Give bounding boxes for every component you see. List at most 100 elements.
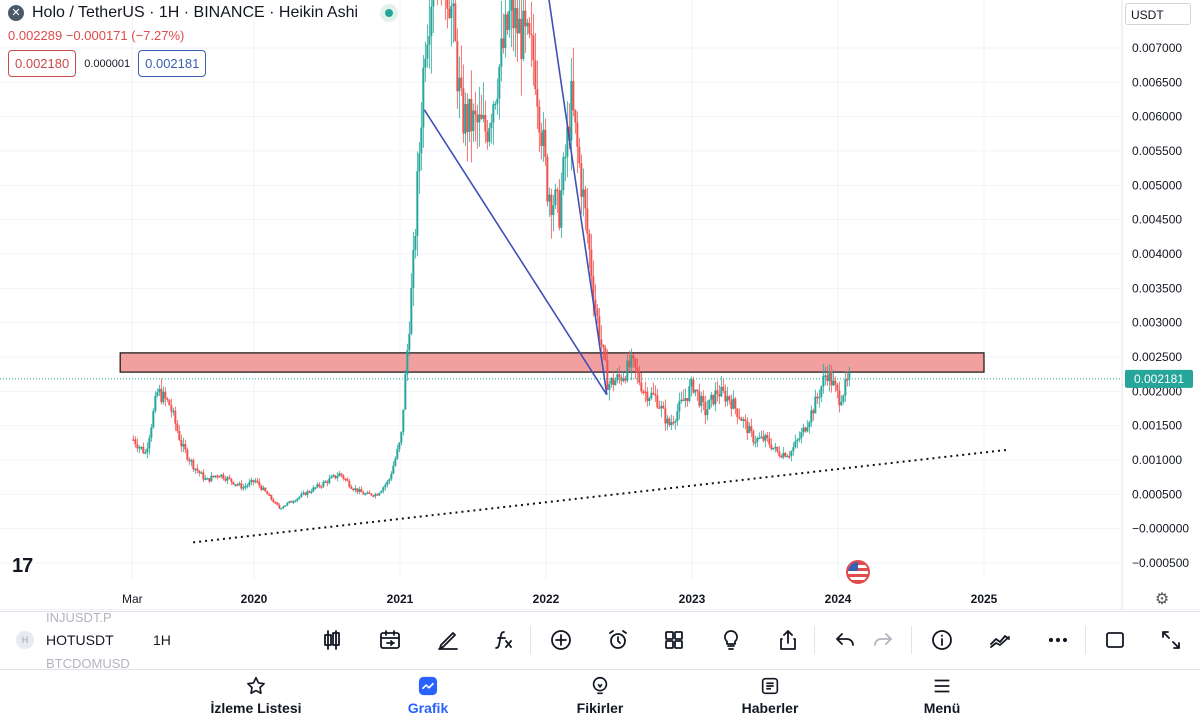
chart-area[interactable]: 0.007000 0.006500 0.006000 0.005500 0.005000… — [0, 0, 1200, 610]
candle — [276, 502, 279, 505]
candle — [298, 496, 301, 499]
currency-select[interactable]: USDT — [1125, 3, 1191, 25]
candle — [802, 427, 805, 433]
nav-watchlist[interactable]: İzleme Listesi — [196, 669, 316, 720]
candle — [468, 98, 471, 133]
candle — [548, 194, 551, 202]
more-button[interactable] — [1044, 626, 1072, 654]
compare-button[interactable] — [986, 626, 1014, 654]
candle — [566, 126, 569, 157]
drawing-tools-button[interactable] — [434, 626, 462, 654]
candle — [154, 395, 157, 411]
candle — [698, 391, 701, 406]
ideas-tool-button[interactable] — [717, 626, 745, 654]
undo-button[interactable] — [831, 626, 859, 654]
candle — [268, 494, 271, 496]
candle — [258, 481, 261, 486]
candle — [300, 494, 303, 497]
candle — [410, 287, 413, 334]
y-tick-label: 0.004000 — [1132, 247, 1182, 261]
candle — [136, 444, 139, 449]
alert-button[interactable] — [604, 626, 632, 654]
indicators-button[interactable] — [490, 626, 518, 654]
candle — [228, 477, 231, 479]
candle — [526, 22, 529, 27]
candle — [462, 88, 465, 134]
candle — [772, 447, 775, 450]
candle — [534, 60, 537, 90]
candle — [452, 3, 455, 7]
resistance-zone — [119, 352, 985, 373]
candle — [424, 58, 427, 68]
prev-symbol[interactable]: INJUSDT.P — [46, 610, 112, 625]
redo-button[interactable] — [869, 626, 897, 654]
candle — [730, 400, 733, 409]
next-symbol[interactable]: BTCDOMUSD — [46, 656, 130, 671]
candle — [450, 6, 453, 18]
nav-chart[interactable]: Grafik — [368, 669, 488, 720]
candle — [596, 308, 599, 317]
share-button[interactable] — [774, 626, 802, 654]
symbol-title[interactable]: Holo / TetherUS · 1H · BINANCE · Heikin … — [32, 4, 359, 21]
candle-type-button[interactable] — [318, 626, 346, 654]
candle — [342, 475, 345, 479]
candle — [262, 487, 265, 490]
us-flag-icon[interactable] — [846, 560, 870, 584]
fullscreen-button[interactable] — [1157, 626, 1185, 654]
sell-button[interactable]: 0.002180 — [8, 50, 77, 77]
info-button[interactable] — [928, 626, 956, 654]
holo-logo-icon: ✕ — [8, 5, 24, 21]
candle — [622, 378, 625, 381]
price-chart[interactable]: 0.007000 0.006500 0.006000 0.005500 0.005000… — [0, 0, 1200, 610]
candle — [476, 114, 479, 123]
replay-button[interactable] — [376, 626, 404, 654]
last-price-label: 0.002181 — [1134, 372, 1184, 386]
candle — [192, 460, 195, 470]
gear-icon[interactable]: ⚙ — [1154, 591, 1170, 608]
candle — [418, 153, 421, 172]
candle — [316, 484, 319, 488]
y-tick-label: 0.002500 — [1132, 350, 1182, 364]
nav-news[interactable]: Haberler — [710, 669, 830, 720]
layout-button[interactable] — [660, 626, 688, 654]
candle — [174, 410, 177, 424]
candle — [676, 411, 679, 421]
candle — [288, 501, 291, 503]
nav-ideas[interactable]: Fikirler — [540, 669, 660, 720]
current-symbol[interactable]: HOTUSDT — [46, 632, 114, 648]
candle — [270, 495, 273, 500]
symbol-switcher[interactable]: INJUSDT.P H HOTUSDT 1H BTCDOMUSD — [16, 610, 316, 671]
candle — [572, 80, 575, 111]
candle — [580, 163, 583, 197]
candle — [314, 487, 317, 489]
candle — [394, 458, 397, 466]
timeframe-button[interactable]: 1H — [153, 632, 171, 648]
candle — [724, 390, 727, 402]
candle — [474, 110, 477, 115]
candle — [828, 370, 831, 381]
candle — [512, 0, 515, 29]
market-status-icon[interactable] — [380, 4, 399, 22]
buy-button[interactable]: 0.002181 — [138, 50, 207, 77]
candle — [624, 378, 627, 381]
candle — [244, 486, 247, 488]
add-button[interactable] — [547, 626, 575, 654]
y-tick-label: 0.006500 — [1132, 75, 1182, 89]
candle — [328, 478, 331, 484]
candle — [812, 410, 815, 414]
candle — [230, 478, 233, 482]
candle — [148, 437, 151, 449]
bottom-nav: İzleme Listesi Grafik Fikirler Haberler … — [0, 669, 1200, 720]
candle — [536, 89, 539, 107]
candle — [140, 446, 143, 449]
nav-menu[interactable]: Menü — [882, 669, 1002, 720]
candle — [736, 408, 739, 418]
candle — [456, 41, 459, 92]
candle — [792, 447, 795, 452]
candle — [392, 465, 395, 474]
candle — [656, 395, 659, 408]
panel-button[interactable] — [1101, 626, 1129, 654]
candle — [470, 98, 473, 132]
candle — [662, 405, 665, 409]
candle — [232, 481, 235, 485]
